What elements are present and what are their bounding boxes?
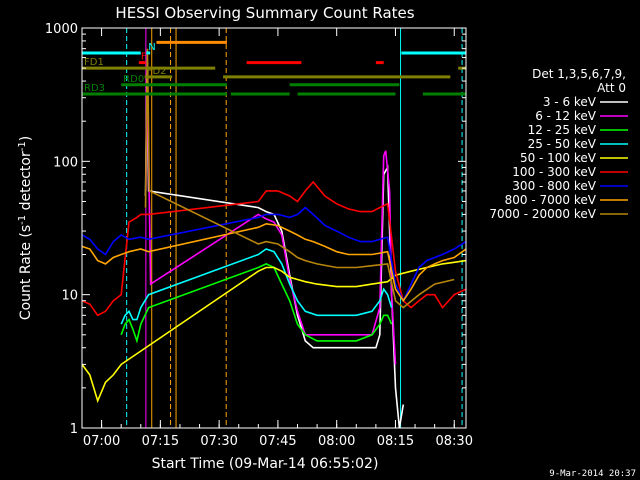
state-label-2: F — [141, 52, 147, 63]
x-tick-label-1: 07:15 — [142, 434, 179, 449]
series-line-4 — [82, 259, 466, 404]
y-axis: 1 10 100 1000 — [45, 22, 466, 437]
series-line-8 — [144, 48, 455, 309]
series-line-1 — [145, 62, 397, 365]
y-axis-label-sup2: -1 — [17, 141, 28, 151]
x-tick-label-0: 07:00 — [83, 434, 120, 449]
legend-title-2: Att 0 — [597, 81, 626, 95]
legend-label-5: 100 - 300 keV — [512, 165, 596, 179]
y-tick-label-3: 1000 — [45, 22, 78, 37]
y-tick-label-0: 1 — [70, 422, 78, 437]
legend-label-2: 12 - 25 keV — [528, 123, 597, 137]
legend-title-1: Det 1,3,5,6,7,9, — [532, 67, 626, 81]
y-axis-label-main: Count Rate (s — [18, 225, 34, 320]
series-line-7 — [82, 222, 466, 303]
x-tick-label-4: 08:00 — [318, 434, 355, 449]
y-axis-label: Count Rate (s-1 detector-1) — [17, 136, 34, 320]
x-tick-label-5: 08:15 — [377, 434, 414, 449]
series-line-6 — [82, 206, 466, 303]
legend-label-3: 25 - 50 keV — [528, 137, 597, 151]
state-label-7: RD3 — [84, 83, 105, 94]
series-line-5 — [82, 180, 466, 317]
x-tick-label-2: 07:30 — [200, 434, 237, 449]
y-axis-label-end: ) — [18, 136, 34, 141]
state-label-6: RD0 — [123, 74, 144, 85]
y-tick-label-1: 10 — [61, 289, 78, 304]
state-label-3: FD1 — [84, 57, 104, 68]
x-tick-label-3: 07:45 — [259, 434, 296, 449]
plot-content — [82, 28, 466, 428]
x-axis: 07:00 07:15 07:30 07:45 08:00 08:15 08:30 — [81, 28, 473, 449]
state-label-1: N — [148, 42, 155, 53]
legend-label-0: 3 - 6 keV — [543, 95, 597, 109]
plot-frame — [81, 27, 467, 429]
y-axis-label-mid: detector — [18, 151, 34, 215]
series-line-2 — [120, 263, 393, 344]
x-axis-label: Start Time (09-Mar-14 06:55:02) — [152, 456, 379, 472]
state-label-5: FD2 — [147, 66, 167, 77]
legend-label-7: 800 - 7000 keV — [505, 193, 597, 207]
y-axis-label-sup1: -1 — [17, 215, 28, 225]
y-tick-label-2: 100 — [53, 155, 78, 170]
footer-date: 9-Mar-2014 20:37 — [549, 469, 636, 479]
legend-label-6: 300 - 800 keV — [512, 179, 596, 193]
chart-title: HESSI Observing Summary Count Rates — [115, 4, 414, 22]
legend-label-4: 50 - 100 keV — [520, 151, 597, 165]
legend-label-8: 7000 - 20000 keV — [489, 207, 596, 221]
x-tick-label-6: 08:30 — [436, 434, 473, 449]
legend-label-1: 6 - 12 keV — [535, 109, 597, 123]
